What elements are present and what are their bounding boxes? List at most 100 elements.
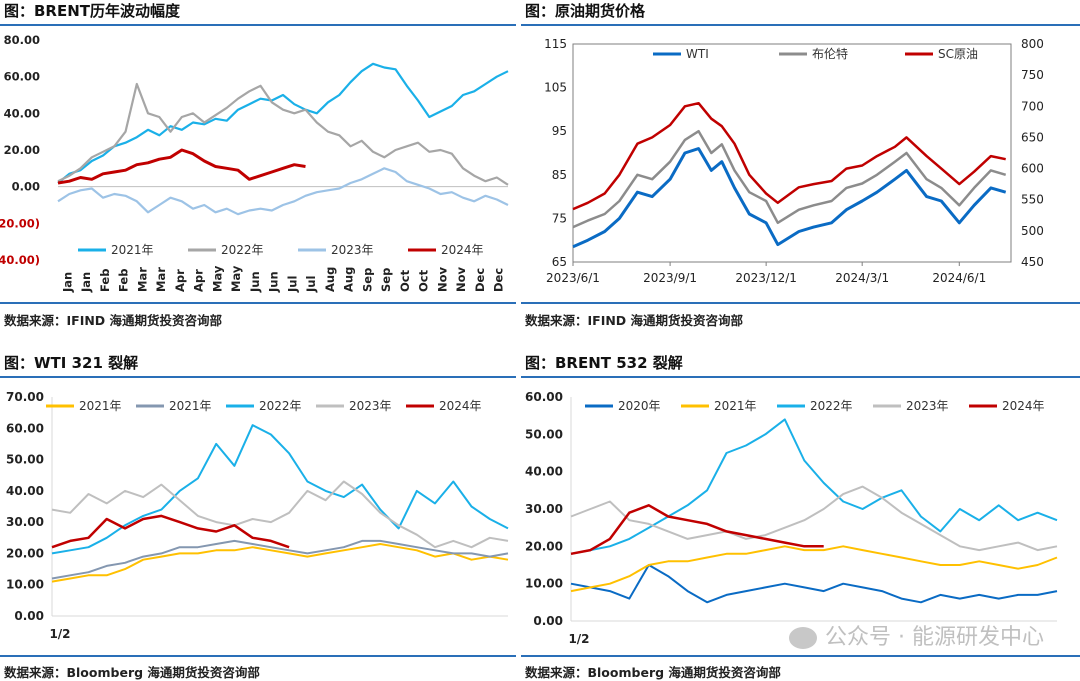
- x-tick-label: Nov: [454, 266, 468, 292]
- legend-label: 2024年: [439, 399, 482, 413]
- series-line: [51, 480, 509, 549]
- x-tick-label: Jul: [304, 276, 318, 293]
- series-line: [570, 545, 1058, 593]
- y-tick-label: 30.00: [6, 515, 44, 529]
- panel-title: 图：原油期货价格: [525, 2, 646, 20]
- legend-label: 2024年: [441, 243, 484, 257]
- x-tick-label: Dec: [492, 268, 506, 292]
- y2-tick-label: 600: [1021, 162, 1044, 176]
- panel-brent-amplitude: 图：BRENT历年波动幅度 80.00 60.00 40.00 20.00 0.00 (2…: [0, 0, 516, 330]
- y-tick-label: 105: [544, 81, 567, 95]
- y-tick-label: 0.00: [14, 609, 44, 623]
- y-tick-label: 80.00: [4, 33, 40, 47]
- wechat-icon: [789, 627, 818, 649]
- source-rule: [521, 655, 1080, 657]
- legend-label: SC原油: [938, 47, 978, 61]
- x-tick-label: May: [229, 265, 243, 292]
- series-line: [570, 564, 1058, 604]
- x-tick-label: 2024/6/1: [932, 271, 986, 285]
- series-line: [570, 418, 1058, 555]
- source-note: 数据来源：IFIND 海通期货投资咨询部: [525, 313, 744, 328]
- y-tick-label: 10.00: [6, 578, 44, 592]
- title-rule: [0, 24, 516, 26]
- x-tick-label: Feb: [117, 269, 131, 292]
- brent-amplitude-chart: 80.00 60.00 40.00 20.00 0.00 (20.00) (40.00) Ja…: [0, 33, 509, 293]
- x-tick-label: Apr: [173, 269, 187, 292]
- y-tick-label: 10.00: [525, 577, 563, 591]
- y-tick-label: 20.00: [6, 546, 44, 560]
- x-tick-label: Oct: [417, 269, 431, 292]
- series-line: [57, 62, 509, 184]
- brent-crack-chart: 60.00 50.00 40.00 30.00 20.00 10.00 0.00 1/2 202…: [525, 390, 1058, 646]
- y-tick-label: 30.00: [525, 502, 563, 516]
- legend-label: WTI: [686, 47, 709, 61]
- source-note: 数据来源：Bloomberg 海通期货投资咨询部: [4, 665, 260, 680]
- legend-label: 2021年: [169, 399, 212, 413]
- series-line: [57, 167, 509, 216]
- legend-label: 2024年: [1002, 399, 1045, 413]
- series-line: [570, 504, 824, 556]
- x-tick-label: Nov: [435, 266, 449, 292]
- panel-brent-crack: 图：BRENT 532 裂解 60.00 50.00 40.00 30.00 20.00…: [521, 352, 1080, 681]
- wti-crack-chart: 70.00 60.00 50.00 40.00 30.00 20.00 10.00 0.00 1…: [6, 390, 509, 641]
- series-line: [572, 101, 1006, 211]
- series-line: [51, 424, 509, 555]
- series-line: [51, 543, 509, 583]
- y-tick-label: (40.00): [0, 253, 40, 267]
- y2-tick-label: 500: [1021, 224, 1044, 238]
- legend-label: 2022年: [221, 243, 264, 257]
- source-rule: [521, 302, 1080, 304]
- series-line: [572, 129, 1007, 229]
- watermark-text: 公众号 · 能源研发中心: [825, 625, 1044, 650]
- series-line: [51, 539, 509, 580]
- watermark: 公众号 · 能源研发中心: [789, 619, 1044, 651]
- y-tick-label: 70.00: [6, 390, 44, 404]
- x-tick-label: May: [210, 265, 224, 292]
- y-tick-label: 60.00: [525, 390, 563, 404]
- x-tick-label: Sep: [360, 268, 374, 292]
- x-tick-label: Jun: [267, 271, 281, 293]
- crude-prices-chart: 115 105 95 85 75 65 800 750 700 650 600 550 500 450 20…: [544, 37, 1044, 285]
- legend-label: 布伦特: [812, 46, 848, 61]
- y2-tick-label: 450: [1021, 255, 1044, 269]
- legend-label: 2021年: [79, 399, 122, 413]
- y-tick-label: 50.00: [6, 453, 44, 467]
- source-rule: [0, 302, 516, 304]
- y-tick-label: 60.00: [6, 421, 44, 435]
- series-line: [57, 82, 509, 186]
- x-tick-label: Aug: [323, 267, 337, 292]
- y-tick-label: 20.00: [525, 539, 563, 553]
- source-rule: [0, 655, 516, 657]
- legend-label: 2023年: [331, 243, 374, 257]
- legend-label: 2020年: [618, 399, 661, 413]
- x-tick-label: 2024/3/1: [835, 271, 889, 285]
- x-tick-label: Oct: [398, 269, 412, 292]
- x-tick-label: 2023/12/1: [735, 271, 797, 285]
- source-note: 数据来源：Bloomberg 海通期货投资咨询部: [525, 665, 781, 680]
- y2-tick-label: 700: [1021, 99, 1044, 113]
- series-line: [572, 147, 1007, 249]
- legend-label: 2021年: [714, 399, 757, 413]
- x-tick-label: Feb: [98, 269, 112, 292]
- x-tick-label: 1/2: [49, 627, 70, 641]
- x-tick-label: Mar: [135, 267, 149, 292]
- legend-label: 2023年: [349, 399, 392, 413]
- legend-label: 2022年: [259, 399, 302, 413]
- y2-tick-label: 800: [1021, 37, 1044, 51]
- panel-title: 图：BRENT 532 裂解: [525, 354, 683, 372]
- y-tick-label: 40.00: [4, 106, 40, 120]
- x-tick-label: Mar: [154, 267, 168, 292]
- title-rule: [0, 376, 516, 378]
- y-tick-label: 40.00: [6, 484, 44, 498]
- series-line: [57, 148, 306, 185]
- y-tick-label: 85: [552, 168, 567, 182]
- title-rule: [521, 24, 1080, 26]
- x-tick-label: 2023/6/1: [546, 271, 600, 285]
- x-tick-label: Jan: [60, 272, 74, 293]
- x-tick-label: Jul: [285, 276, 299, 293]
- y2-tick-label: 750: [1021, 68, 1044, 82]
- y-tick-label: 95: [552, 124, 567, 138]
- source-note: 数据来源：IFIND 海通期货投资咨询部: [4, 313, 223, 328]
- series-line: [51, 514, 290, 549]
- panel-crude-prices: 图：原油期货价格 115 105 95 85 75 65 800 750 700 650 600 55…: [521, 0, 1080, 330]
